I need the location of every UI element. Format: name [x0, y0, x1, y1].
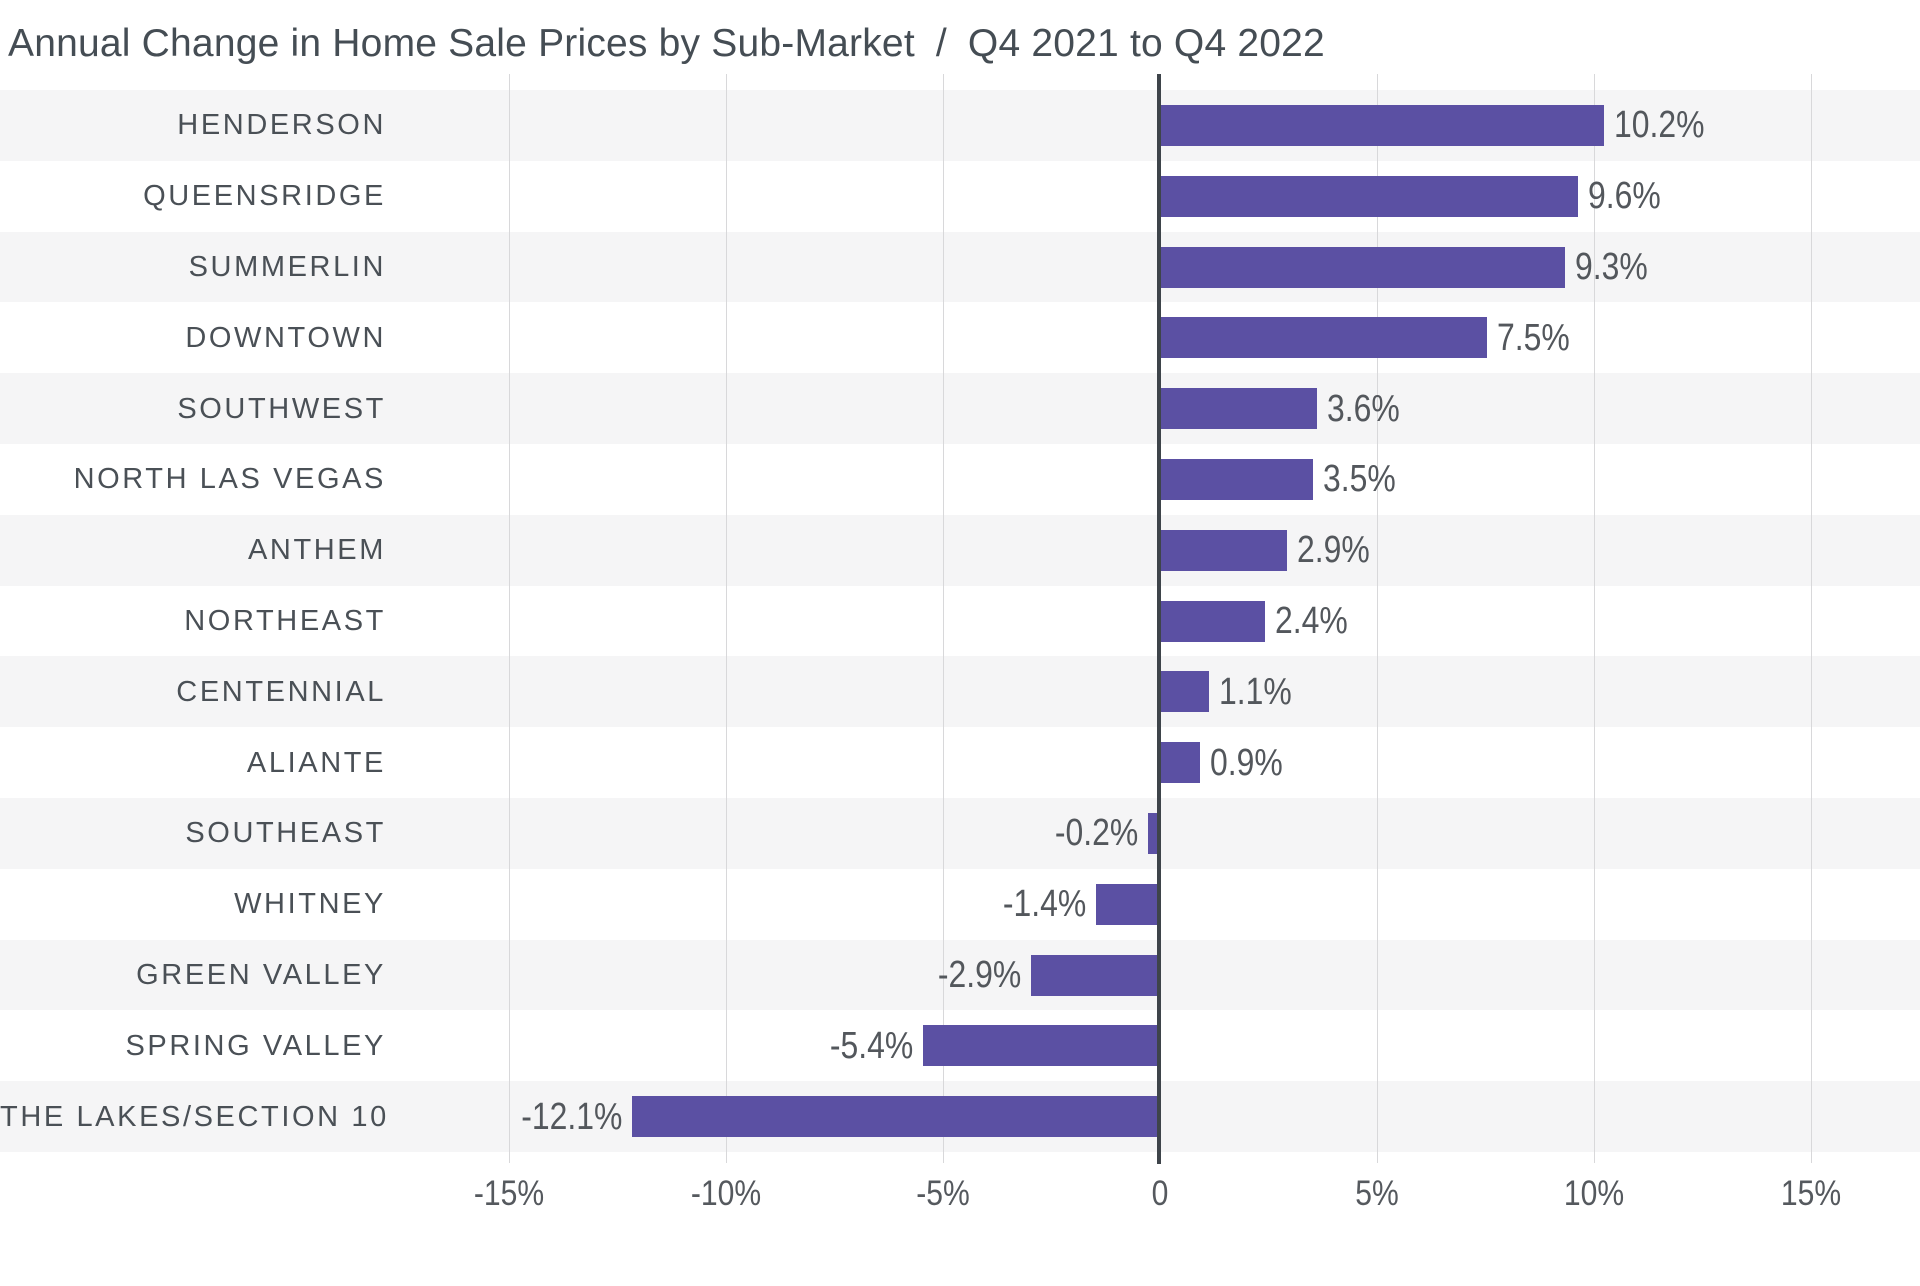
value-label: 7.5%	[1497, 317, 1570, 359]
x-tick-label: 5%	[1355, 1174, 1399, 1213]
zero-axis-line	[1157, 74, 1161, 1164]
bar	[1161, 601, 1266, 642]
row-stripe	[0, 656, 1920, 728]
row-stripe	[0, 373, 1920, 444]
value-label: 3.6%	[1327, 388, 1400, 430]
row-stripe	[0, 798, 1920, 869]
chart-title: Annual Change in Home Sale Prices by Sub…	[8, 24, 1325, 63]
value-label: 9.3%	[1575, 246, 1648, 288]
category-label: SUMMERLIN	[188, 251, 386, 283]
bar	[1161, 176, 1578, 217]
bar	[922, 1025, 1157, 1066]
category-label: SOUTHWEST	[177, 393, 386, 425]
value-label: 2.9%	[1297, 529, 1370, 571]
value-label: -2.9%	[937, 954, 1021, 996]
row-stripe	[0, 939, 1920, 1011]
value-label: -1.4%	[1002, 883, 1086, 925]
x-tick-label: 15%	[1780, 1174, 1842, 1213]
bar	[1161, 317, 1487, 358]
bar	[631, 1096, 1157, 1137]
bar	[1031, 955, 1157, 996]
value-label: 2.4%	[1275, 600, 1348, 642]
category-label: SOUTHEAST	[185, 817, 386, 849]
gridline	[1377, 74, 1378, 1163]
bar	[1161, 459, 1313, 500]
bar	[1161, 388, 1318, 429]
category-label: DOWNTOWN	[185, 322, 386, 354]
category-label: QUEENSRIDGE	[143, 180, 386, 212]
chart-title-main: Annual Change in Home Sale Prices by Sub…	[8, 22, 915, 65]
x-tick-label: 0	[1151, 1174, 1169, 1213]
x-tick-label: -15%	[473, 1174, 545, 1213]
gridline	[943, 74, 944, 1163]
bar	[1161, 105, 1604, 146]
category-label: NORTH LAS VEGAS	[73, 463, 386, 495]
bar	[1161, 247, 1565, 288]
row-stripe	[0, 514, 1920, 586]
category-label: THE LAKES/SECTION 10	[0, 1101, 389, 1133]
x-tick-label: 10%	[1563, 1174, 1625, 1213]
bar	[1161, 530, 1287, 571]
gridline	[726, 74, 727, 1163]
bar	[1096, 884, 1157, 925]
category-label: SPRING VALLEY	[125, 1030, 386, 1062]
gridline	[1811, 74, 1812, 1163]
value-label: 10.2%	[1614, 104, 1705, 146]
chart-title-separator: /	[935, 22, 947, 65]
x-tick-label: -5%	[916, 1174, 970, 1213]
category-label: ALIANTE	[246, 747, 386, 779]
category-label: WHITNEY	[234, 888, 386, 920]
row-stripe	[0, 231, 1920, 303]
value-label: 0.9%	[1210, 742, 1283, 784]
value-label: 1.1%	[1219, 671, 1292, 713]
x-tick-label: -10%	[690, 1174, 762, 1213]
gridline	[509, 74, 510, 1163]
bar	[1161, 742, 1201, 783]
bar	[1148, 813, 1157, 854]
value-label: 3.5%	[1323, 458, 1396, 500]
value-label: -5.4%	[829, 1025, 913, 1067]
category-label: HENDERSON	[177, 109, 386, 141]
value-label: 9.6%	[1588, 175, 1661, 217]
category-label: ANTHEM	[247, 534, 386, 566]
bar	[1161, 671, 1209, 712]
category-label: NORTHEAST	[184, 605, 386, 637]
category-label: CENTENNIAL	[176, 676, 386, 708]
value-label: -12.1%	[520, 1096, 622, 1138]
chart-title-period: Q4 2021 to Q4 2022	[967, 22, 1325, 65]
value-label: -0.2%	[1054, 812, 1138, 854]
category-label: GREEN VALLEY	[136, 959, 386, 991]
gridline	[1594, 74, 1595, 1163]
